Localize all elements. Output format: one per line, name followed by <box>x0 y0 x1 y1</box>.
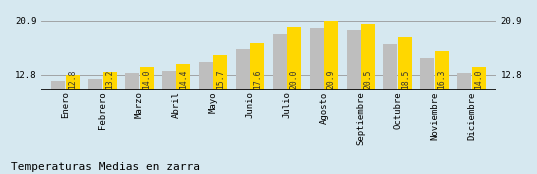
Bar <box>236 49 250 90</box>
Bar <box>51 81 65 90</box>
Text: 20.9: 20.9 <box>326 70 336 89</box>
Bar <box>140 67 154 90</box>
Bar <box>435 52 449 90</box>
Text: Temperaturas Medias en zarra: Temperaturas Medias en zarra <box>11 162 200 172</box>
Text: 20.5: 20.5 <box>364 70 373 89</box>
Bar <box>287 27 301 90</box>
Bar <box>125 73 139 90</box>
Bar <box>250 43 264 90</box>
Text: 15.7: 15.7 <box>216 70 225 89</box>
Bar <box>88 79 102 90</box>
Text: 12.8: 12.8 <box>68 70 77 89</box>
Text: 13.2: 13.2 <box>105 70 114 89</box>
Bar <box>66 75 79 90</box>
Bar <box>324 21 338 90</box>
Text: 17.6: 17.6 <box>253 70 262 89</box>
Text: 18.5: 18.5 <box>401 70 410 89</box>
Bar <box>458 73 471 90</box>
Bar <box>420 58 434 90</box>
Bar <box>361 24 375 90</box>
Bar <box>213 56 227 90</box>
Bar <box>199 62 213 90</box>
Bar <box>273 34 287 90</box>
Bar <box>177 64 191 90</box>
Text: 20.0: 20.0 <box>290 70 299 89</box>
Bar <box>103 72 117 90</box>
Bar <box>383 44 397 90</box>
Bar <box>310 28 324 90</box>
Bar <box>162 71 176 90</box>
Bar <box>398 37 412 90</box>
Text: 14.0: 14.0 <box>474 70 483 89</box>
Text: 14.4: 14.4 <box>179 70 188 89</box>
Bar <box>472 67 486 90</box>
Text: 16.3: 16.3 <box>438 70 446 89</box>
Text: 14.0: 14.0 <box>142 70 151 89</box>
Bar <box>346 30 360 90</box>
